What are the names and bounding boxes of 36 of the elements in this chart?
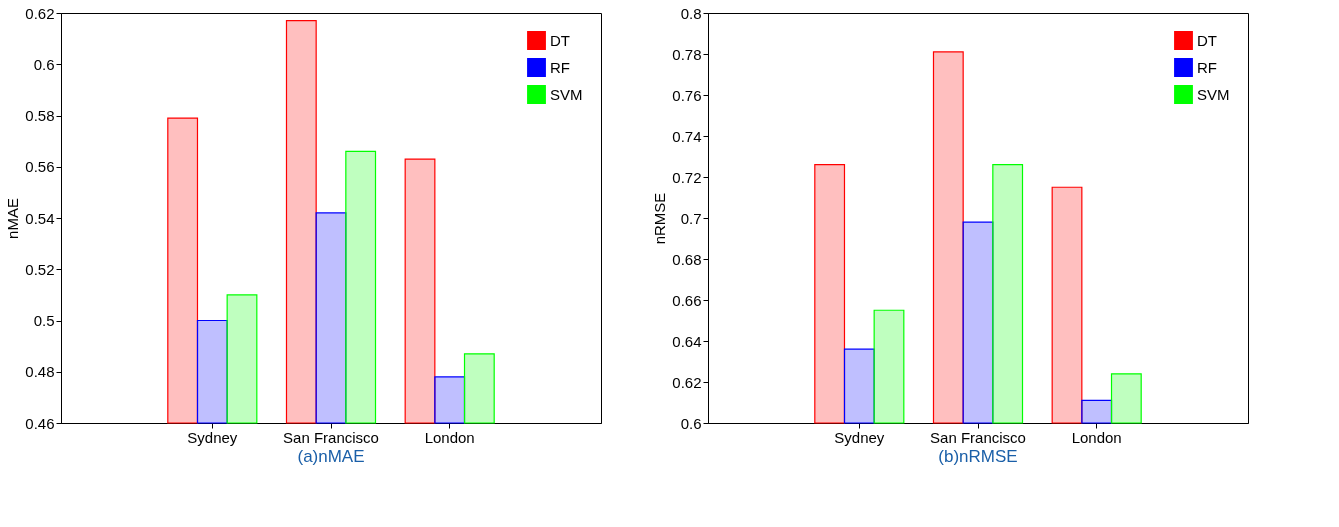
y-tick-label: 0.78 [672, 45, 702, 63]
legend-label: DT [1197, 31, 1217, 49]
y-tick-label: 0.56 [25, 158, 55, 176]
legend-label: DT [550, 31, 570, 49]
x-tick-label: San Francisco [283, 428, 379, 446]
legend-label: SVM [1197, 85, 1230, 103]
y-tick-label: 0.76 [672, 86, 702, 104]
y-tick-label: 0.52 [25, 260, 55, 278]
y-tick-label: 0.6 [680, 414, 702, 432]
y-tick-label: 0.8 [680, 4, 702, 22]
y-tick-label: 0.68 [672, 250, 702, 268]
x-tick-label: Sydney [834, 428, 885, 446]
y-tick-label: 0.64 [672, 332, 702, 350]
y-tick-label: 0.58 [25, 107, 55, 124]
x-tick-label: London [1071, 428, 1122, 446]
x-tick-label: San Francisco [930, 428, 1026, 446]
y-tick-label: 0.74 [672, 127, 702, 145]
y-tick-label: 0.72 [672, 168, 702, 186]
y-axis-title: nMAE [4, 198, 22, 239]
y-tick-label: 0.48 [25, 363, 55, 381]
y-tick-label: 0.62 [672, 373, 702, 391]
y-tick-label: 0.46 [25, 414, 55, 432]
y-tick-label: 0.62 [25, 4, 55, 22]
y-tick-label: 0.5 [33, 312, 55, 329]
legend-label: RF [550, 58, 570, 76]
x-tick-label: London [424, 428, 475, 446]
y-tick-label: 0.7 [680, 209, 702, 227]
text: (a)nMAE [297, 447, 365, 466]
legend-label: SVM [550, 85, 583, 103]
x-tick-label: Sydney [187, 428, 238, 446]
y-tick-label: 0.54 [25, 209, 55, 227]
y-axis-title: nRMSE [651, 192, 669, 245]
y-tick-label: 0.6 [33, 55, 55, 73]
y-tick-label: 0.66 [672, 291, 702, 309]
legend-label: RF [1197, 58, 1217, 76]
text: (b)nRMSE [938, 447, 1018, 466]
